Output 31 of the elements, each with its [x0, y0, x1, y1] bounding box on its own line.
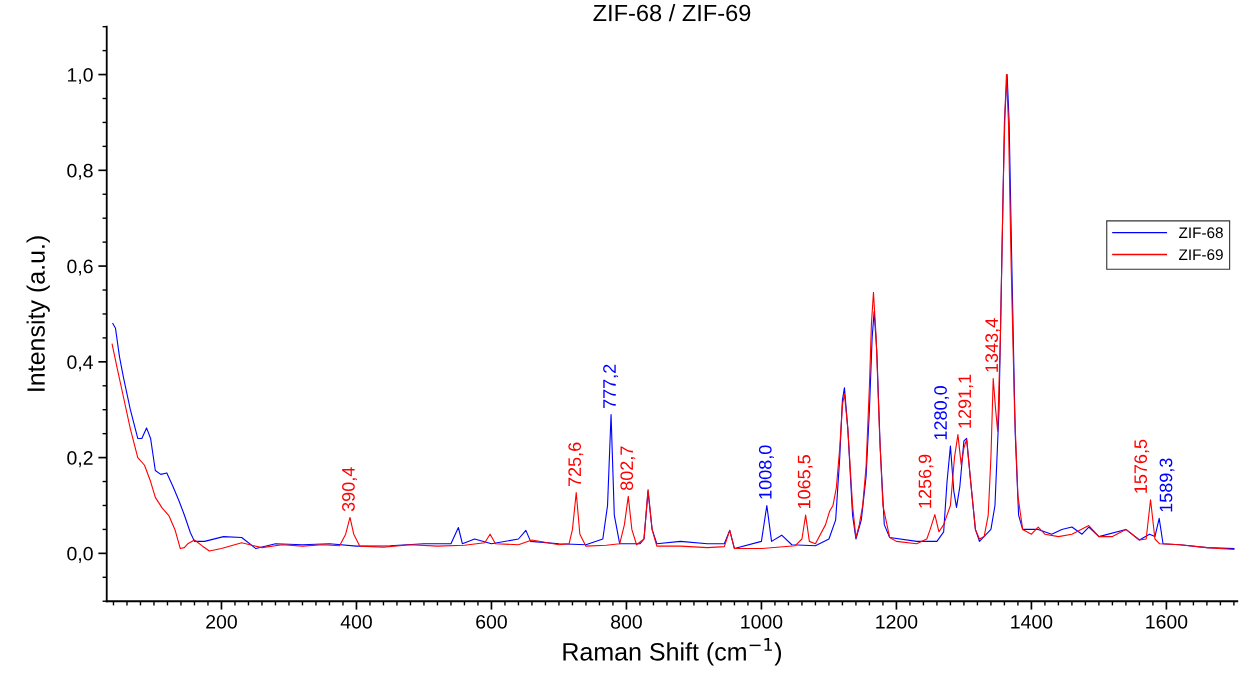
annotation: 1343,4 — [985, 318, 1001, 372]
annotation: 777,2 — [603, 364, 619, 409]
y-tick-label: 1,0 — [67, 68, 93, 85]
x-tick-label: 800 — [611, 614, 642, 629]
y-tick-label: 0,2 — [67, 451, 93, 468]
annotation: 1576,5 — [1134, 439, 1150, 493]
x-tick-label: 400 — [340, 614, 372, 629]
x-tick-label: 1600 — [1146, 614, 1188, 629]
chart-title: ZIF-68 / ZIF-69 — [593, 4, 751, 22]
x-tick-label: 1200 — [876, 614, 918, 629]
annotation: 1589,3 — [1159, 458, 1175, 512]
legend-label: ZIF-69 — [1179, 249, 1223, 261]
x-tick-label: 1400 — [1011, 614, 1053, 629]
annotation: 1280,0 — [934, 386, 950, 440]
x-tick-label: 200 — [206, 614, 237, 629]
y-tick-label: 0,0 — [67, 546, 93, 563]
x-tick-label: 1000 — [741, 614, 783, 629]
annotation: 725,6 — [568, 442, 584, 487]
y-tick-label: 0,8 — [67, 163, 93, 180]
annotation: 1008,0 — [758, 445, 774, 499]
annotation: 1256,9 — [918, 454, 934, 508]
y-tick-label: 0,6 — [67, 259, 93, 276]
y-tick-label: 0,4 — [67, 355, 93, 372]
x-axis-title: Raman Shift (cm$^{−1}$) — [563, 638, 782, 666]
annotation: 1065,5 — [797, 455, 813, 509]
annotation: 390,4 — [342, 467, 357, 512]
annotation: 802,7 — [620, 446, 636, 491]
x-tick-label: 600 — [476, 614, 507, 629]
legend-label: ZIF-68 — [1179, 227, 1223, 239]
annotation: 1291,1 — [958, 374, 974, 428]
y-axis-title: Intensity (a.u.) — [26, 236, 50, 391]
